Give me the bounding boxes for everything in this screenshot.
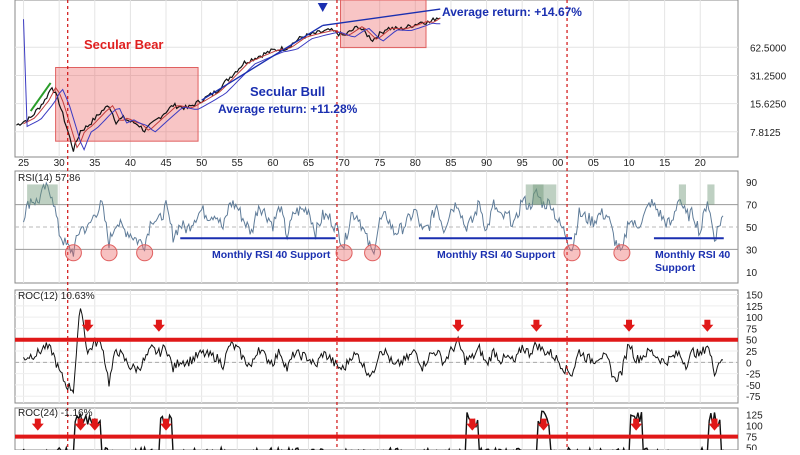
roc12-y-tick-label: -50	[746, 381, 761, 392]
rsi-overbought-fill	[678, 184, 687, 205]
rsi-support-label-3a: Monthly RSI 40	[655, 249, 730, 261]
roc12-panel-label: ROC(12) 10.63%	[18, 291, 95, 302]
rsi-support-label-3b: Support	[655, 262, 696, 274]
price-ma-early	[29, 82, 52, 112]
rsi-oversold-marker	[136, 244, 154, 262]
x-tick-label: 30	[54, 158, 66, 169]
roc24-panel	[14, 407, 739, 451]
rsi-y-tick-label: 70	[746, 201, 758, 212]
roc24-y-tick-label: 75	[746, 433, 758, 444]
x-tick-label: 75	[374, 158, 386, 169]
roc12-y-tick-label: 75	[746, 324, 758, 335]
current-average-return-label: Average return: +14.67%	[442, 5, 582, 19]
rsi-oversold-marker	[364, 244, 382, 262]
roc12-y-tick-label: 150	[746, 291, 763, 302]
roc24-peak-arrow	[88, 418, 101, 431]
x-tick-label: 80	[410, 158, 422, 169]
x-tick-label: 90	[481, 158, 493, 169]
x-tick-label: 15	[659, 158, 671, 169]
roc12-peak-arrow	[81, 319, 94, 332]
secular-bear-box-2	[340, 0, 427, 49]
roc12-line	[23, 308, 724, 395]
rsi-support-label-1: Monthly RSI 40 Support	[212, 249, 331, 261]
rsi-oversold-marker	[100, 244, 118, 262]
x-tick-label: 25	[18, 158, 30, 169]
secular-bear-label: Secular Bear	[84, 37, 164, 52]
rsi-oversold-marker	[335, 244, 353, 262]
x-tick-label: 40	[125, 158, 137, 169]
roc24-peak-arrow	[537, 418, 550, 431]
price-y-tick-label: 7.8125	[750, 128, 781, 139]
roc24-peak-arrow	[74, 418, 87, 431]
roc12-y-tick-label: 50	[746, 336, 758, 347]
rsi-oversold-marker	[64, 244, 82, 262]
roc12-y-tick-label: 125	[746, 302, 763, 313]
price-line	[16, 17, 441, 152]
price-panel	[14, 0, 739, 158]
roc12-y-tick-label: 0	[746, 358, 752, 369]
rsi-y-tick-label: 50	[746, 223, 758, 234]
rsi-oversold-marker	[563, 244, 581, 262]
price-y-tick-label: 62.5000	[750, 43, 787, 54]
x-tick-label: 70	[339, 158, 351, 169]
rsi-y-tick-label: 90	[746, 178, 758, 189]
price-y-tick-label: 31.2500	[750, 71, 787, 82]
roc12-y-tick-label: -75	[746, 392, 761, 403]
bull-trendline	[201, 24, 324, 101]
roc24-y-tick-label: 100	[746, 422, 763, 433]
roc12-y-tick-label: 25	[746, 347, 758, 358]
roc12-peak-arrow	[701, 319, 714, 332]
rsi-overbought-fill	[525, 184, 557, 205]
x-tick-label: 60	[267, 158, 279, 169]
rsi-oversold-marker	[613, 244, 631, 262]
x-tick-label: 10	[623, 158, 635, 169]
secular-bull-label: Secular Bull	[250, 84, 325, 99]
x-tick-label: 35	[89, 158, 101, 169]
price-y-tick-label: 15.6250	[750, 100, 787, 111]
x-tick-label: 45	[160, 158, 172, 169]
rsi-line	[23, 181, 724, 257]
rsi-overbought-fill	[707, 184, 715, 205]
roc24-panel-label: ROC(24) -1.16%	[18, 408, 93, 419]
roc12-panel	[14, 289, 739, 404]
x-tick-label: 55	[232, 158, 244, 169]
x-tick-label: 00	[552, 158, 564, 169]
roc12-y-tick-label: -25	[746, 370, 761, 381]
roc24-peak-arrow	[630, 418, 643, 431]
x-tick-label: 95	[517, 158, 529, 169]
price-ma-short	[23, 17, 441, 149]
x-tick-label: 85	[445, 158, 457, 169]
roc12-peak-arrow	[530, 319, 543, 332]
rsi-overbought-fill	[27, 184, 58, 205]
x-tick-label: 65	[303, 158, 315, 169]
x-tick-label: 20	[695, 158, 707, 169]
rsi-panel-label: RSI(14) 57.86	[18, 173, 81, 184]
bull-average-return-label: Average return: +11.28%	[218, 102, 358, 116]
x-tick-label: 50	[196, 158, 208, 169]
rsi-y-tick-label: 10	[746, 268, 758, 279]
roc12-y-tick-label: 100	[746, 313, 763, 324]
roc24-peak-arrow	[160, 418, 173, 431]
roc24-peak-arrow	[708, 418, 721, 431]
roc24-peak-arrow	[31, 418, 44, 431]
roc12-peak-arrow	[452, 319, 465, 332]
roc24-y-tick-label: 50	[746, 444, 758, 450]
bull-trendline-2	[322, 8, 441, 27]
price-ma-long	[23, 19, 441, 151]
rsi-support-label-2: Monthly RSI 40 Support	[437, 249, 556, 261]
peak-arrow-marker	[317, 3, 328, 12]
x-tick-label: 05	[588, 158, 600, 169]
roc12-peak-arrow	[152, 319, 165, 332]
rsi-overbought-fill	[532, 184, 544, 205]
roc12-peak-arrow	[623, 319, 636, 332]
roc24-peak-arrow	[466, 418, 479, 431]
rsi-y-tick-label: 30	[746, 245, 758, 256]
roc24-y-tick-label: 125	[746, 411, 763, 422]
